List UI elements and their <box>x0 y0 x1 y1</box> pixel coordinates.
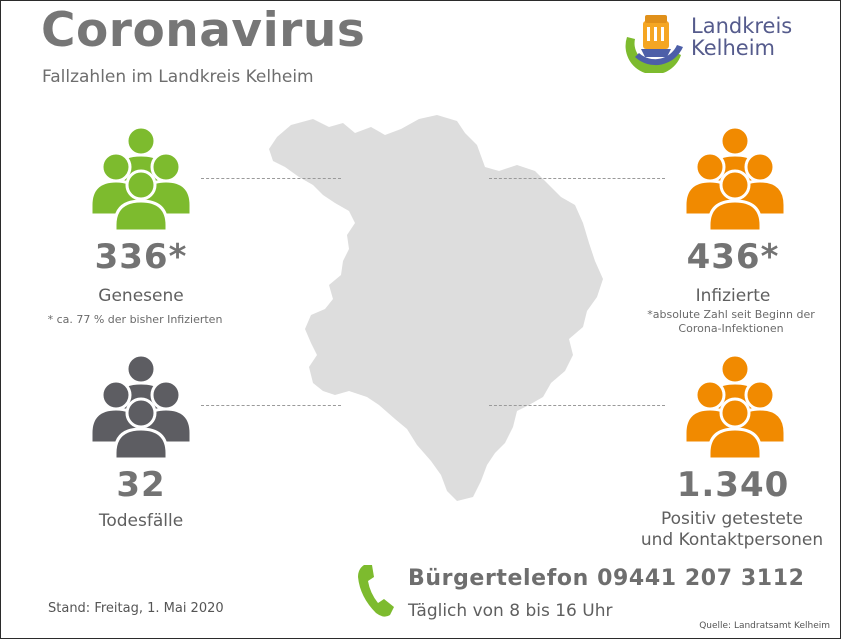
recovered-count: 336* <box>94 237 188 277</box>
connector-line-deaths <box>201 405 341 406</box>
infected-note: *absolute Zahl seit Beginn der Corona-In… <box>647 308 815 335</box>
recovered-label: Genesene <box>98 286 184 306</box>
positive-label-line2: und Kontaktpersonen <box>640 530 824 550</box>
phone-hours: Täglich von 8 bis 16 Uhr <box>408 601 613 621</box>
connector-line-infected <box>489 178 665 179</box>
logo-text: Landkreis Kelheim <box>691 15 792 59</box>
district-map <box>269 115 603 501</box>
logo-line1: Landkreis <box>691 14 793 38</box>
connector-line-recovered <box>201 178 341 179</box>
deaths-label: Todesfälle <box>98 511 184 531</box>
phone-icon <box>358 565 394 617</box>
people-group-orange-icon <box>683 353 787 459</box>
people-group-orange-icon <box>683 125 787 231</box>
people-group-green-icon <box>89 125 193 231</box>
source-note: Quelle: Landratsamt Kelheim <box>699 621 830 631</box>
positive-count: 1.340 <box>676 465 790 505</box>
positive-label-line1: Positiv getestete <box>661 509 803 529</box>
date-stamp: Stand: Freitag, 1. Mai 2020 <box>48 601 224 616</box>
deaths-count: 32 <box>116 465 166 505</box>
logo-line2: Kelheim <box>691 36 775 60</box>
recovered-note: * ca. 77 % der bisher Infizierten <box>47 313 223 326</box>
landkreis-logo: Landkreis Kelheim <box>621 7 821 73</box>
page-subtitle: Fallzahlen im Landkreis Kelheim <box>42 67 314 87</box>
positive-label: Positiv getestete und Kontaktpersonen <box>623 509 840 551</box>
infected-count: 436* <box>686 237 780 277</box>
castle-logo-icon <box>625 15 683 73</box>
infected-label: Infizierte <box>695 286 771 306</box>
phone-number: Bürgertelefon 09441 207 3112 <box>408 566 805 591</box>
connector-line-positive <box>489 405 665 406</box>
people-group-grey-icon <box>89 353 193 459</box>
page-title: Coronavirus <box>41 3 366 58</box>
